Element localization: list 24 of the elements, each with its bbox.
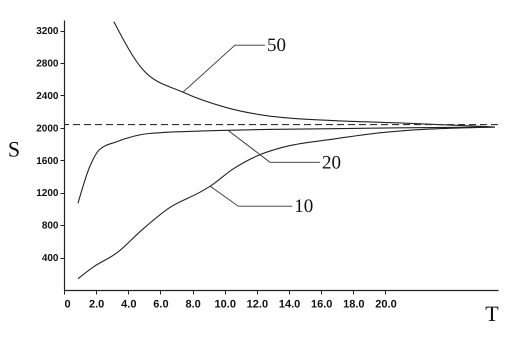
y-tick-label: 1200 <box>36 188 59 200</box>
x-tick-label: 16.0 <box>310 298 332 310</box>
annotation: 50 <box>266 35 286 56</box>
x-tick-label: 0 <box>64 298 71 310</box>
annotation: 10 <box>294 196 314 218</box>
y-tick-label: 3200 <box>36 26 59 38</box>
y-tick-label: 800 <box>42 220 59 232</box>
y-tick-label: 2000 <box>36 123 59 134</box>
y-tick-label: 1600 <box>36 156 59 167</box>
x-tick-label: 14.0 <box>278 298 300 310</box>
x-tick-label: 20.0 <box>375 298 397 310</box>
y-tick-label: 400 <box>42 253 59 264</box>
x-tick-label: 12.0 <box>246 298 268 310</box>
y-tick-label: 2800 <box>36 58 59 70</box>
x-axis-title: T <box>485 301 500 326</box>
y-tick-label: 2400 <box>36 90 59 102</box>
y-axis-title: S <box>8 136 20 162</box>
x-tick-label: 6.0 <box>153 298 169 310</box>
x-tick-label: 8.0 <box>185 298 201 310</box>
x-tick-label: 18.0 <box>343 298 365 310</box>
x-tick-label: 4.0 <box>121 298 136 310</box>
x-tick-label: 10.0 <box>214 298 236 310</box>
annotation: 20 <box>322 152 341 174</box>
x-tick-label: 2.0 <box>89 298 104 310</box>
